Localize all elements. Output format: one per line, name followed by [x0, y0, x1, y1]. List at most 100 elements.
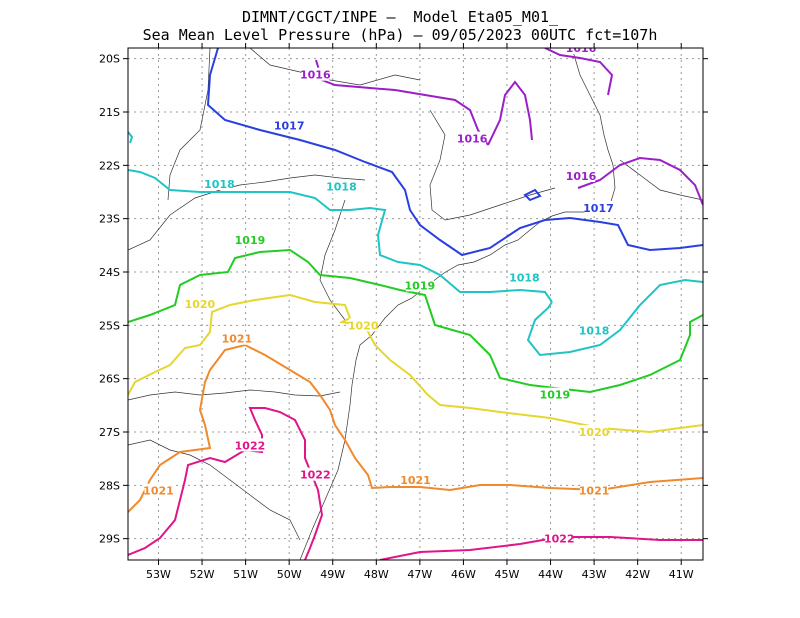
isobar-label: 1021 [579, 485, 610, 498]
map-title-line-2: Sea Mean Level Pressure (hPa) – 09/05/20… [142, 26, 658, 44]
map-title-line-1: DIMNT/CGCT/INPE – Model Eta05_M01_ [241, 8, 559, 26]
isobar-label-background [222, 331, 251, 345]
isobar-label: 1019 [540, 389, 571, 402]
lon-label: 42W [625, 568, 650, 581]
isobar-label: 1021 [400, 474, 431, 487]
state-border [128, 174, 366, 251]
lon-label: 52W [190, 568, 215, 581]
isobar-label: 1022 [235, 439, 266, 452]
isobar-label: 1021 [222, 333, 253, 346]
isobar-label-background [567, 169, 596, 182]
lat-label: 26S [99, 373, 120, 386]
lon-label: 43W [582, 568, 607, 581]
isobar-labels: 1016 1016 1016 1016 1017 1017 1018 1018 1018 1018… [143, 42, 614, 546]
lon-label: 49W [320, 568, 345, 581]
lat-label: 27S [99, 426, 120, 439]
lon-label: 44W [538, 568, 563, 581]
longitude-labels: 53W 52W 51W 50W 49W 48W 47W 46W 45W 44W 43W 42W 41W [146, 568, 694, 581]
lat-label: 23S [99, 213, 120, 226]
state-border [128, 439, 301, 541]
lon-label: 48W [364, 568, 389, 581]
lat-label: 25S [99, 319, 120, 332]
isobar-label: 1021 [143, 485, 174, 498]
isobar-1022 [379, 536, 703, 560]
lat-label: 22S [99, 159, 120, 172]
lon-label: 53W [146, 568, 171, 581]
isobar-1016 [577, 156, 703, 206]
isobar-label-background [510, 270, 539, 284]
lon-label: 51W [233, 568, 258, 581]
isobar-label: 1016 [566, 42, 597, 55]
latitude-labels: 20S 21S 22S 23S 24S 25S 26S 27S 28S 29S [99, 53, 120, 546]
isobar-label: 1020 [348, 319, 379, 332]
isobar-label: 1018 [326, 181, 357, 194]
isobar-label-background [580, 483, 609, 497]
isobar-label-background [301, 467, 330, 481]
coastline-and-borders [128, 48, 703, 560]
isobar-1020 [128, 293, 703, 434]
lat-label: 29S [99, 533, 120, 546]
isobar-label: 1022 [544, 533, 575, 546]
isobar-label-background [405, 278, 434, 292]
isobar-1022 [128, 407, 324, 560]
lat-label: 20S [99, 53, 120, 66]
isobar-label: 1016 [566, 170, 597, 183]
isobar-label-background [275, 118, 304, 132]
isobar-label-background [185, 297, 214, 310]
isobar-1018 [128, 131, 134, 144]
isobar-label-background [540, 387, 569, 401]
lat-label: 28S [99, 479, 120, 492]
isobar-label: 1018 [204, 178, 235, 191]
isobar-label: 1018 [509, 271, 540, 284]
lon-label: 50W [277, 568, 302, 581]
state-border [249, 48, 421, 86]
state-border [429, 109, 556, 221]
isobar-1019 [128, 248, 703, 394]
lon-label: 47W [407, 568, 432, 581]
isobar-label: 1017 [583, 202, 614, 215]
grid-lines [128, 48, 703, 560]
state-border [619, 159, 703, 201]
isobar-1017 [206, 48, 703, 257]
isobar-1017 [523, 188, 542, 202]
isobar-1016 [544, 48, 614, 96]
lat-label: 24S [99, 266, 120, 279]
isobar-label-background [327, 179, 356, 193]
isobar-label-background [401, 473, 430, 486]
isobar-label-background [584, 201, 613, 214]
isobar-label: 1020 [185, 298, 216, 311]
lat-label: 21S [99, 106, 120, 119]
isobar-label-background [458, 131, 487, 145]
isobar-1021 [128, 343, 703, 513]
axis-ticks [123, 43, 708, 565]
isobar-label: 1016 [457, 133, 488, 146]
isobar-label: 1016 [300, 69, 331, 82]
isobar-1018 [526, 278, 703, 357]
isobar-label-background [235, 233, 264, 246]
isobar-lines [128, 48, 703, 560]
isobar-label: 1022 [300, 469, 331, 482]
map-frame [127, 47, 704, 561]
isobar-label-background [301, 67, 330, 81]
isobar-label-background [545, 531, 574, 545]
isobar-label-background [144, 483, 173, 497]
lon-label: 46W [451, 568, 476, 581]
isobar-label-background [567, 48, 596, 54]
lon-label: 45W [495, 568, 520, 581]
isobar-label: 1018 [579, 325, 610, 338]
isobar-label: 1019 [235, 234, 266, 247]
isobar-label-background [580, 425, 609, 438]
state-border [167, 48, 211, 201]
isobar-label-background [349, 318, 378, 332]
isobar-label-background [580, 323, 609, 337]
isobar-label: 1017 [274, 119, 305, 132]
state-border [128, 389, 341, 401]
lon-label: 41W [669, 568, 694, 581]
isobar-1018 [128, 169, 553, 303]
isobar-label-background [235, 438, 264, 452]
isobar-1016 [487, 80, 533, 146]
isobar-label-background [205, 177, 234, 190]
coastline [299, 48, 616, 560]
isobar-label: 1019 [405, 279, 436, 292]
